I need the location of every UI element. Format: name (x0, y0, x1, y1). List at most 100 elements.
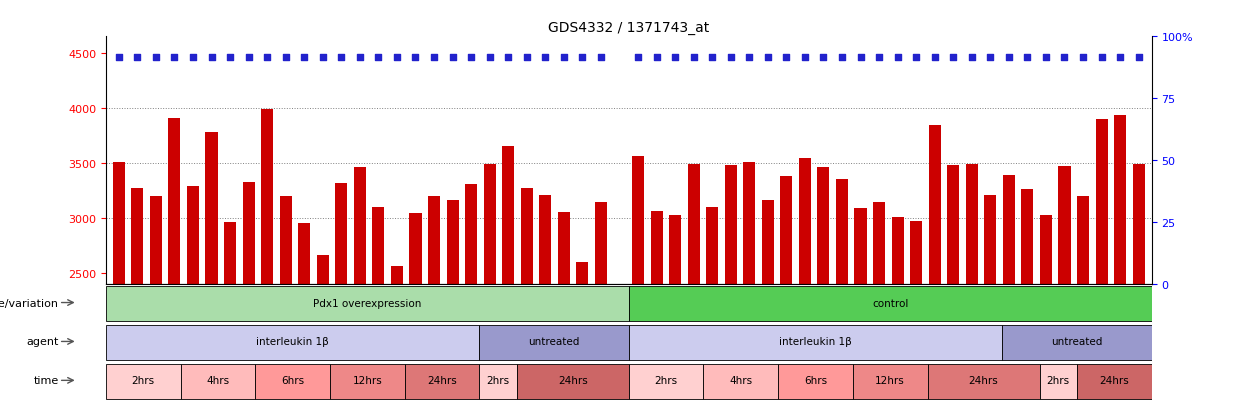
Text: 2hrs: 2hrs (487, 375, 509, 385)
Point (258, 55, 278, 62)
Text: time: time (34, 375, 59, 385)
Bar (1002, 325, 1152, 360)
Bar (428, 196, 439, 284)
Point (665, 55, 685, 62)
Point (1092, 55, 1112, 62)
Point (888, 55, 908, 62)
Bar (706, 207, 718, 284)
Point (1129, 55, 1149, 62)
Bar (205, 133, 218, 284)
Point (721, 55, 741, 62)
Bar (181, 364, 255, 399)
Text: 24hrs: 24hrs (1099, 375, 1129, 385)
Point (331, 55, 351, 62)
Bar (632, 157, 644, 284)
Bar (1058, 167, 1071, 284)
Bar (1133, 164, 1144, 284)
Bar (762, 201, 774, 284)
Bar (479, 325, 629, 360)
Point (517, 55, 537, 62)
Bar (743, 162, 756, 284)
Bar (1077, 364, 1152, 399)
Point (998, 55, 1018, 62)
Bar (1114, 116, 1127, 284)
Title: GDS4332 / 1371743_at: GDS4332 / 1371743_at (548, 21, 710, 35)
Bar (520, 189, 533, 284)
Point (369, 55, 388, 62)
Bar (106, 364, 181, 399)
Bar (1096, 119, 1108, 284)
Bar (781, 177, 792, 284)
Point (832, 55, 852, 62)
Point (813, 55, 833, 62)
Point (925, 55, 945, 62)
Bar (835, 180, 848, 284)
Point (202, 55, 222, 62)
Bar (576, 262, 589, 284)
Bar (778, 364, 853, 399)
Bar (335, 183, 347, 284)
Bar (854, 209, 867, 284)
Bar (106, 286, 629, 321)
Bar (224, 223, 237, 284)
Bar (113, 162, 125, 284)
Bar (669, 215, 681, 284)
Bar (629, 325, 1002, 360)
Point (239, 55, 259, 62)
Point (1111, 55, 1130, 62)
Point (684, 55, 703, 62)
Bar (629, 286, 1152, 321)
Point (627, 55, 647, 62)
Point (443, 55, 463, 62)
Bar (261, 109, 273, 284)
Bar (354, 168, 366, 284)
Point (387, 55, 407, 62)
Bar (517, 364, 629, 399)
Point (127, 55, 147, 62)
Text: control: control (872, 298, 909, 308)
Bar (479, 364, 517, 399)
Text: 6hrs: 6hrs (281, 375, 304, 385)
Bar (299, 224, 310, 284)
Point (591, 55, 611, 62)
Bar (410, 214, 422, 284)
Text: 2hrs: 2hrs (655, 375, 677, 385)
Point (146, 55, 166, 62)
Text: 4hrs: 4hrs (730, 375, 752, 385)
Point (794, 55, 814, 62)
Text: 6hrs: 6hrs (804, 375, 827, 385)
Point (554, 55, 574, 62)
Bar (149, 196, 162, 284)
Point (702, 55, 722, 62)
Bar (106, 325, 479, 360)
Bar (372, 207, 385, 284)
Point (498, 55, 518, 62)
Bar (650, 212, 662, 284)
Bar (502, 147, 514, 284)
Bar (187, 186, 199, 284)
Point (535, 55, 555, 62)
Bar (928, 364, 1040, 399)
Text: agent: agent (26, 337, 59, 347)
Bar (131, 189, 143, 284)
Text: 2hrs: 2hrs (1047, 375, 1069, 385)
Point (1036, 55, 1056, 62)
Text: 2hrs: 2hrs (132, 375, 154, 385)
Bar (168, 119, 181, 284)
Text: 12hrs: 12hrs (352, 375, 382, 385)
Point (850, 55, 870, 62)
Point (461, 55, 481, 62)
Text: interleukin 1β: interleukin 1β (779, 337, 852, 347)
Bar (1021, 190, 1033, 284)
Bar (891, 217, 904, 284)
Bar (799, 159, 810, 284)
Text: 4hrs: 4hrs (207, 375, 229, 385)
Bar (316, 256, 329, 284)
Bar (629, 364, 703, 399)
Bar (1077, 196, 1089, 284)
Bar (873, 203, 885, 284)
Point (740, 55, 759, 62)
Bar (910, 222, 923, 284)
Bar (466, 184, 477, 284)
Point (777, 55, 797, 62)
